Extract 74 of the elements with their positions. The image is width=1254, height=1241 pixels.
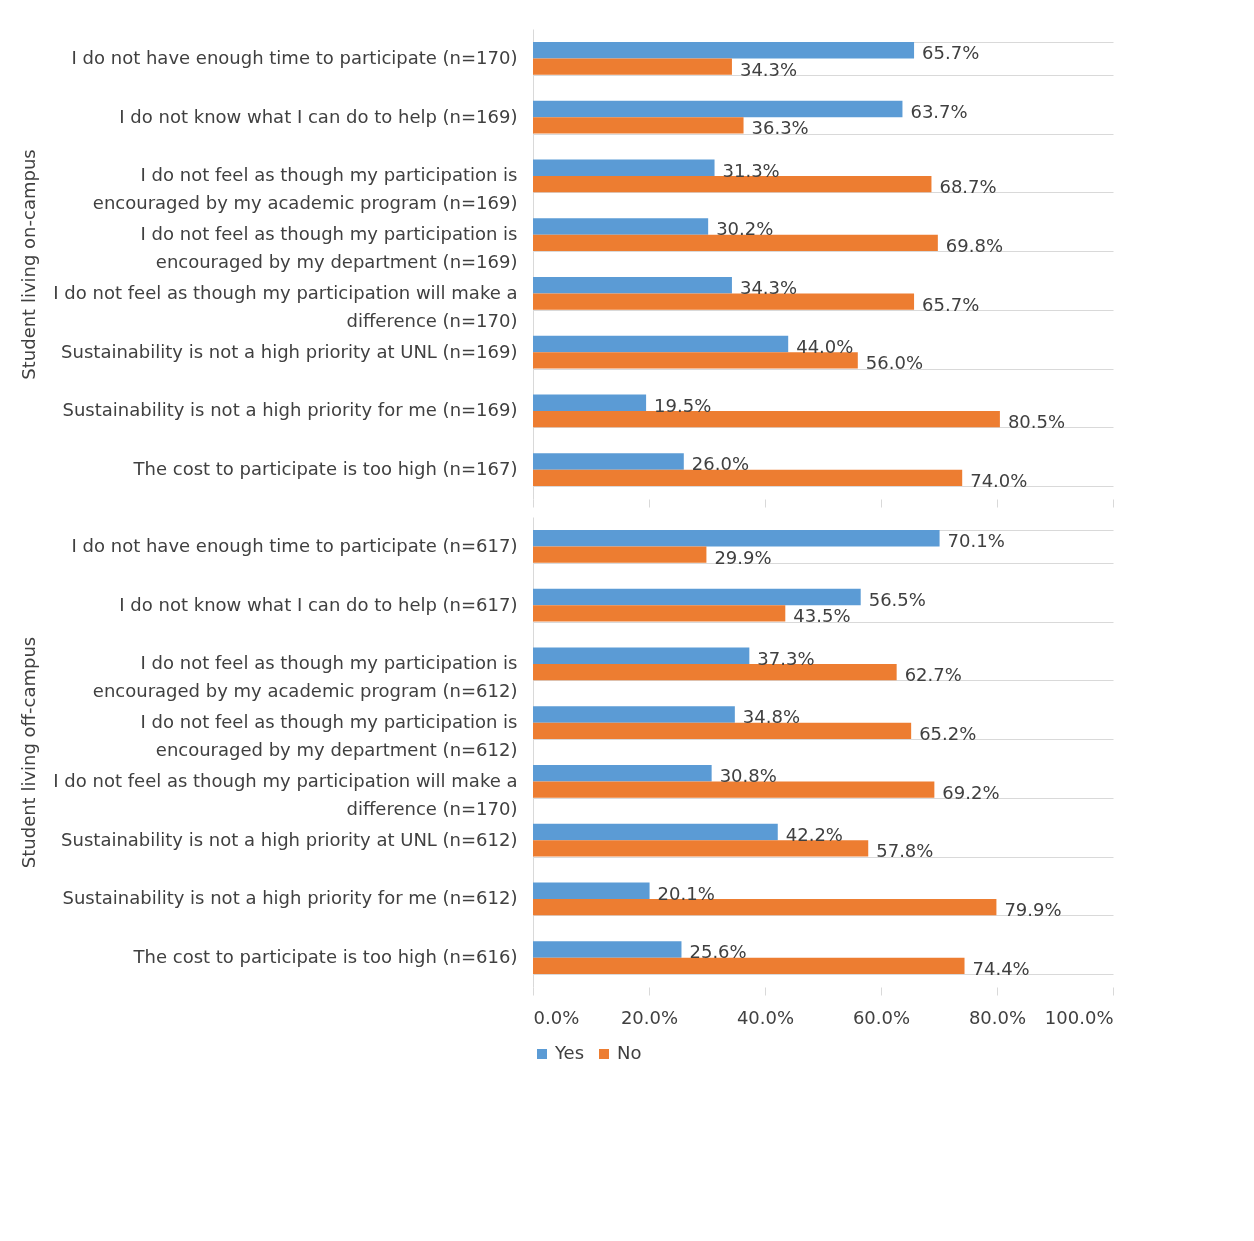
bar [533, 453, 684, 470]
y-tick-label: I do not feel as though my participation is encouraged by my department (n=612) [140, 711, 518, 761]
y-axis-title: Student living on-campus [18, 149, 40, 380]
data-label: 34.3% [739, 277, 798, 299]
bar [533, 469, 963, 487]
y-tick-label: I do not feel as though my participation is encouraged by my department (n=169) [140, 223, 518, 273]
data-label: 25.6% [689, 941, 747, 963]
bar [533, 218, 709, 235]
y-tick-label: Sustainability is not a high priority for me (n=612) [62, 887, 518, 909]
bar [533, 335, 789, 353]
y-tick-label: I do not have enough time to participate (n=617) [71, 534, 518, 556]
y-tick-label: I do not feel as though my participation is encouraged by my academic program (n=612) [92, 652, 518, 702]
y-axis-title: Student living off-campus [18, 636, 40, 869]
data-label: 69.8% [945, 234, 1004, 256]
y-tick-label: The cost to participate is too high (n=616) [132, 946, 518, 968]
x-tick-label: 100.0% [1044, 1006, 1114, 1028]
data-label: 65.2% [919, 722, 977, 744]
bar [533, 58, 732, 75]
bar [533, 293, 915, 310]
y-tick-label: The cost to participate is too high (n=167) [132, 458, 518, 480]
y-tick-label: Sustainability is not a high priority at UNL (n=612) [61, 828, 518, 850]
y-tick-label: I do not have enough time to participate (n=170) [71, 46, 518, 68]
data-label: 44.0% [796, 335, 854, 357]
data-label: 26.0% [691, 453, 749, 475]
bar [533, 234, 938, 252]
x-tick-label: 60.0% [852, 1006, 911, 1028]
bar [533, 352, 858, 369]
data-label: 56.5% [868, 588, 926, 610]
bar [533, 159, 715, 176]
data-label: 68.7% [939, 176, 997, 198]
x-tick-label: 80.0% [968, 1006, 1027, 1028]
data-label: 74.4% [972, 957, 1030, 979]
y-tick-label: I do not know what I can do to help (n=617) [119, 593, 518, 615]
data-label: 42.2% [785, 823, 843, 845]
y-tick-label: I do not feel as though my participation is encouraged by my academic program (n=169) [92, 164, 518, 214]
x-tick-label: 40.0% [736, 1006, 795, 1028]
x-tick-label: 20.0% [620, 1006, 679, 1028]
bar [533, 410, 1000, 428]
data-label: 30.2% [716, 218, 774, 240]
data-label: 43.5% [793, 605, 851, 627]
y-tick-label: I do not feel as though my participation will make a difference (n=170) [53, 281, 518, 331]
data-label: 31.3% [722, 159, 780, 181]
data-label: 29.9% [714, 546, 772, 568]
y-tick-label: Sustainability is not a high priority for me (n=169) [62, 399, 518, 421]
data-label: 36.3% [751, 117, 809, 139]
y-tick-label: I do not feel as though my participation will make a difference (n=170) [53, 769, 518, 819]
data-label: 37.3% [757, 647, 815, 669]
bar [533, 394, 647, 411]
data-label: 56.0% [865, 352, 923, 374]
bar [533, 175, 932, 193]
data-label: 70.1% [947, 530, 1005, 552]
data-label: 65.7% [922, 293, 980, 315]
y-tick-label: I do not know what I can do to help (n=169) [119, 105, 518, 127]
data-label: 62.7% [904, 664, 962, 686]
data-label: 69.2% [942, 781, 1000, 803]
data-label: 65.7% [922, 42, 980, 64]
bar [533, 117, 744, 134]
legend-label: No [617, 1042, 642, 1063]
data-label: 74.0% [970, 469, 1028, 491]
data-label: 80.5% [1007, 411, 1066, 433]
data-label: 34.3% [739, 58, 798, 80]
data-label: 19.5% [654, 394, 712, 416]
bar [533, 41, 915, 59]
bar [533, 276, 732, 294]
data-label: 30.8% [719, 765, 777, 787]
data-label: 79.9% [1004, 899, 1062, 921]
data-label: 57.8% [876, 840, 934, 862]
data-label: 34.8% [742, 706, 801, 728]
y-tick-label: Sustainability is not a high priority at UNL (n=169) [61, 340, 518, 362]
data-label: 20.1% [657, 882, 715, 904]
x-tick-label: 0.0% [533, 1006, 580, 1028]
bar [533, 100, 903, 118]
data-label: 63.7% [910, 100, 968, 122]
legend-label: Yes [554, 1042, 585, 1063]
